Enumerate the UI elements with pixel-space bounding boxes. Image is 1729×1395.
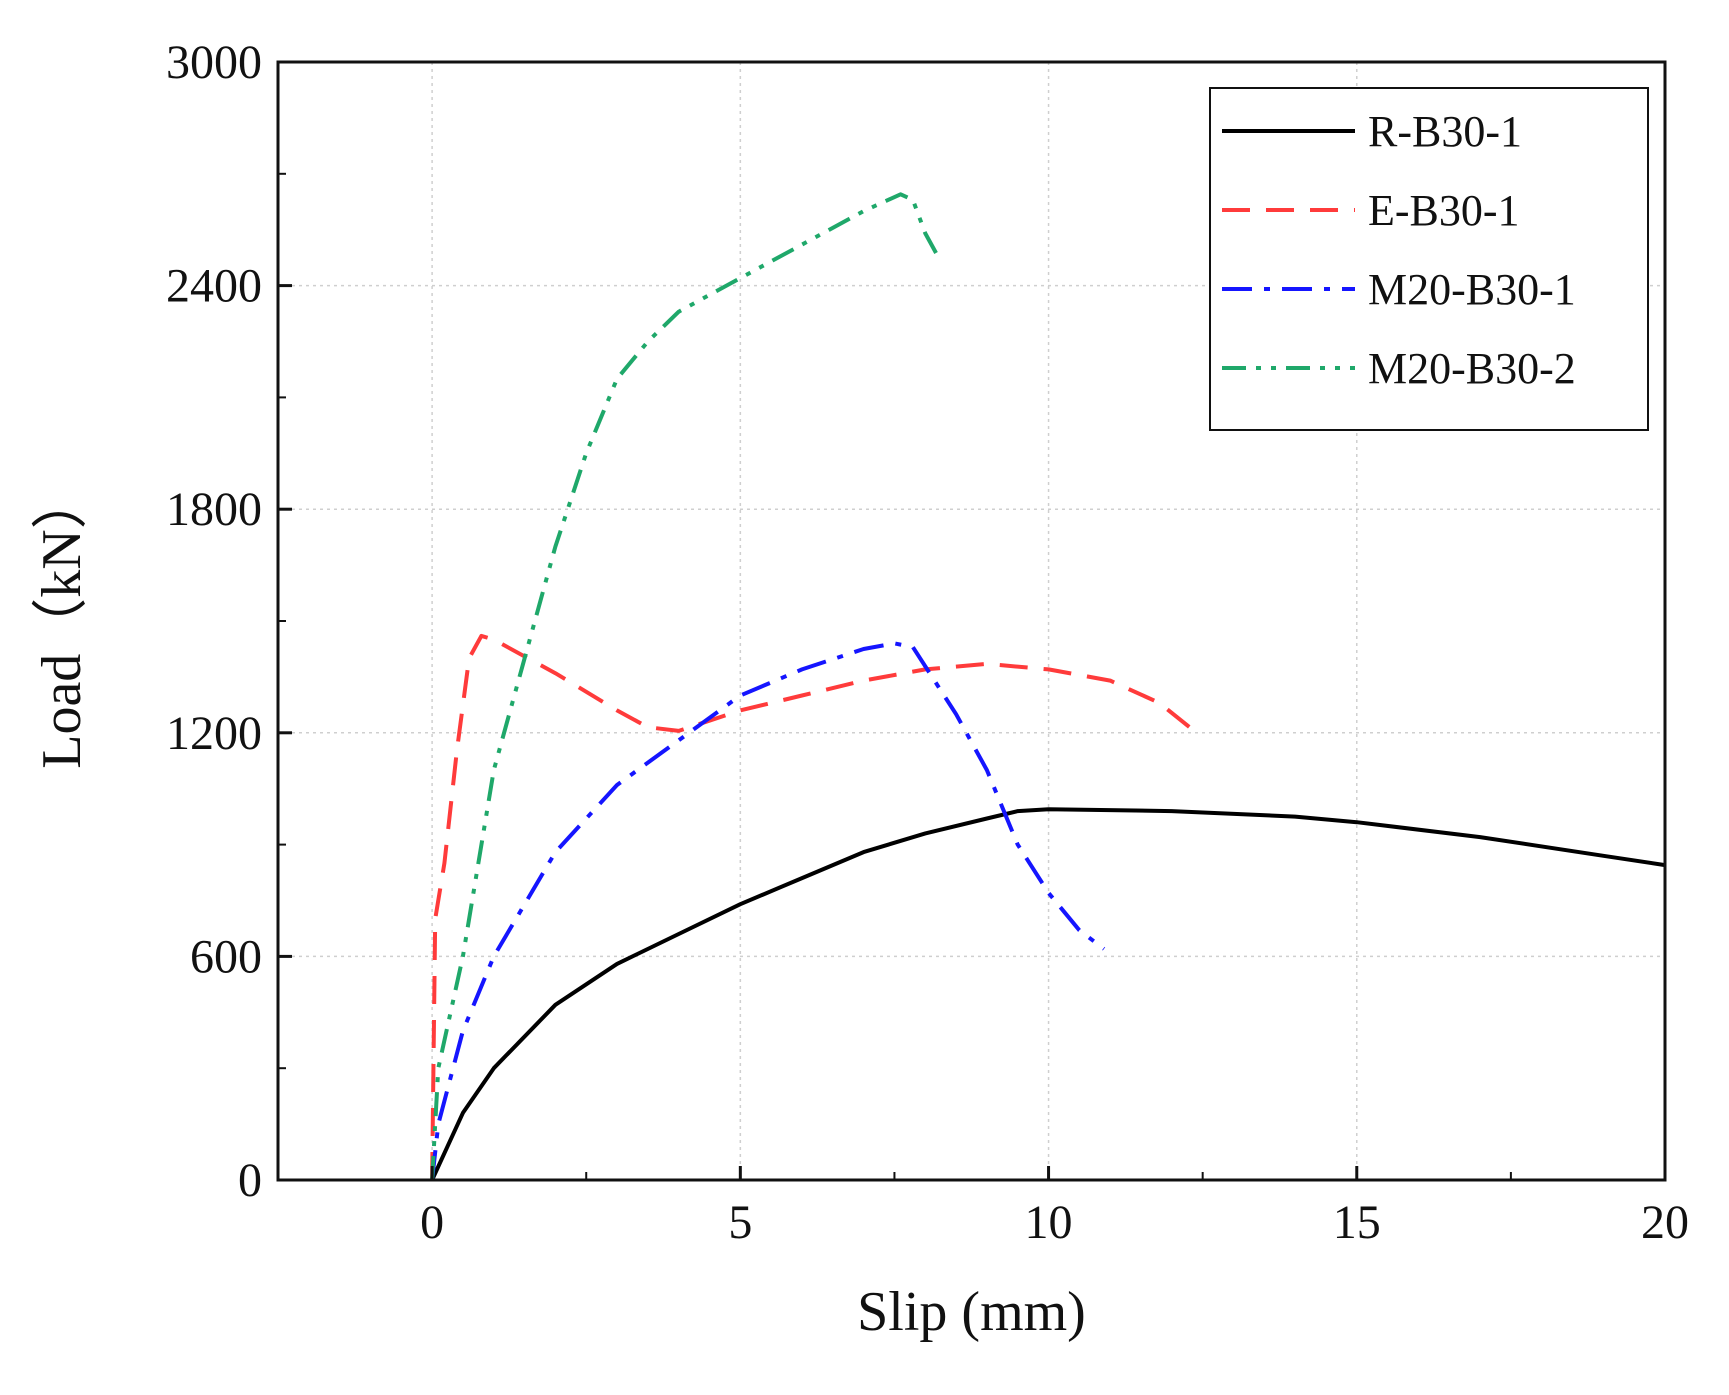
legend: R-B30-1 E-B30-1 M20-B30-1 M20-B30-2 [1209, 87, 1649, 431]
legend-label: R-B30-1 [1368, 107, 1522, 156]
legend-label: E-B30-1 [1368, 186, 1520, 235]
legend-item: M20-B30-1 [1222, 265, 1576, 314]
y-tick-label: 600 [190, 930, 262, 983]
y-tick-label: 1200 [166, 707, 262, 760]
series-line-r-b30-1 [430, 807, 1666, 1181]
x-tick-label: 0 [420, 1196, 444, 1249]
series-line-e-b30-1 [430, 633, 1198, 1181]
x-tick-label: 10 [1025, 1196, 1073, 1249]
series-line-m20-b30-2 [430, 192, 940, 1181]
series-line-m20-b30-1 [430, 641, 1106, 1181]
y-axis-title: Load（kN） [31, 473, 93, 769]
legend-label: M20-B30-1 [1368, 265, 1576, 314]
y-tick-label: 0 [238, 1154, 262, 1207]
legend-box [1209, 87, 1649, 431]
legend-item: E-B30-1 [1222, 186, 1520, 235]
legend-item: M20-B30-2 [1222, 344, 1576, 393]
axis-ticks: 0 5 10 15 20 0 600 1200 1800 2400 3000 [166, 36, 1689, 1249]
y-tick-label: 1800 [166, 483, 262, 536]
y-tick-label: 3000 [166, 36, 262, 89]
x-axis-title: Slip (mm) [857, 1281, 1086, 1343]
y-tick-label: 2400 [166, 260, 262, 313]
x-tick-label: 15 [1333, 1196, 1381, 1249]
x-tick-label: 20 [1641, 1196, 1689, 1249]
series-lines [430, 192, 1666, 1181]
legend-item: R-B30-1 [1222, 107, 1522, 156]
x-tick-label: 5 [728, 1196, 752, 1249]
legend-label: M20-B30-2 [1368, 344, 1576, 393]
